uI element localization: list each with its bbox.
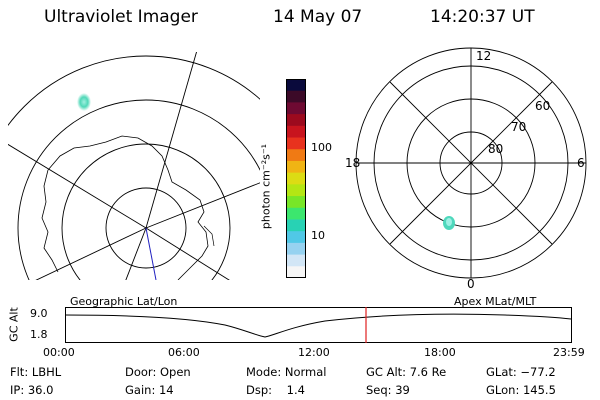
latitude-circle	[8, 55, 260, 127]
antarctica-coastline-west	[41, 169, 59, 273]
time-label: 14:20:37 UT	[430, 7, 535, 27]
apex-label: Apex MLat/MLT	[454, 295, 537, 308]
colorbar-segment	[286, 137, 306, 150]
colorbar-segment	[286, 90, 306, 104]
orbit-altitude-plot	[65, 307, 572, 343]
mlat-label-70: 70	[511, 120, 526, 134]
geographic-map	[8, 52, 260, 280]
latitude-circle	[61, 143, 231, 280]
longitude-line	[8, 143, 147, 229]
colorbar-unit-label: photon cm⁻²s⁻¹	[259, 143, 273, 230]
color-scale-bar	[286, 79, 306, 278]
mlat-label-60: 60	[535, 99, 550, 113]
mlt-label-18: 18	[345, 156, 360, 170]
colorbar-tick-10: 10	[311, 229, 325, 242]
altitude-curve	[65, 313, 572, 338]
colorbar-segment	[286, 207, 306, 221]
mlt-label-12: 12	[476, 49, 491, 63]
colorbar-segment	[286, 266, 306, 278]
time-tick-1800: 18:00	[424, 346, 456, 359]
mlat-label-80: 80	[488, 142, 503, 156]
door-label: Door: Open	[125, 365, 191, 379]
antarctica-coastline	[47, 135, 209, 280]
colorbar-segment	[286, 114, 306, 127]
colorbar-segment	[286, 231, 306, 244]
latitude-circle	[17, 99, 260, 280]
dsp-label: Dsp: 1.4	[246, 383, 305, 397]
time-tick-1200: 12:00	[298, 346, 330, 359]
time-tick-0600: 06:00	[168, 346, 200, 359]
colorbar-segment	[286, 160, 306, 174]
coastline-detail	[203, 225, 215, 247]
geo-lat-label: GLat: −77.2	[486, 365, 556, 379]
longitude-line	[145, 227, 230, 280]
colorbar-segment	[286, 172, 306, 185]
colorbar-segment	[286, 102, 306, 115]
sequence-label: Seq: 39	[366, 383, 410, 397]
time-tick-0000: 00:00	[43, 346, 75, 359]
colorbar-tick-100: 100	[311, 141, 332, 154]
filter-label: Flt: LBHL	[10, 365, 62, 379]
geographic-label: Geographic Lat/Lon	[70, 295, 178, 308]
latitude-circle	[105, 187, 187, 269]
colorbar-segment	[286, 254, 306, 267]
colorbar-segment	[286, 196, 306, 209]
orbit-track-line	[145, 227, 157, 280]
colorbar-segment	[286, 242, 306, 256]
instrument-title: Ultraviolet Imager	[44, 7, 198, 27]
colorbar-segment	[286, 184, 306, 197]
polar-mlt-grid: 12 18 6 0 60 70 80	[345, 47, 587, 290]
alt-tick-1-8: 1.8	[30, 328, 48, 341]
geo-lon-label: GLon: 145.5	[486, 383, 556, 397]
mlt-label-0: 0	[467, 277, 475, 290]
longitude-line	[145, 182, 260, 229]
date-label: 14 May 07	[273, 7, 363, 27]
longitude-line	[145, 52, 197, 229]
alt-tick-9: 9.0	[30, 307, 48, 320]
colorbar-segment	[286, 125, 306, 139]
gain-label: Gain: 14	[125, 383, 174, 397]
ip-label: IP: 36.0	[10, 383, 54, 397]
mlt-label-6: 6	[577, 156, 585, 170]
longitude-line	[35, 227, 147, 280]
longitude-line	[125, 227, 147, 280]
time-tick-2359: 23:59	[553, 346, 585, 359]
colorbar-segment	[286, 79, 306, 92]
colorbar-segment	[286, 219, 306, 232]
colorbar-segment	[286, 149, 306, 162]
aurora-emission-spot	[77, 93, 91, 111]
gc-alt-axis-label: GC Alt	[7, 307, 21, 342]
mode-label: Mode: Normal	[246, 365, 327, 379]
gc-alt-label: GC Alt: 7.6 Re	[366, 365, 447, 379]
